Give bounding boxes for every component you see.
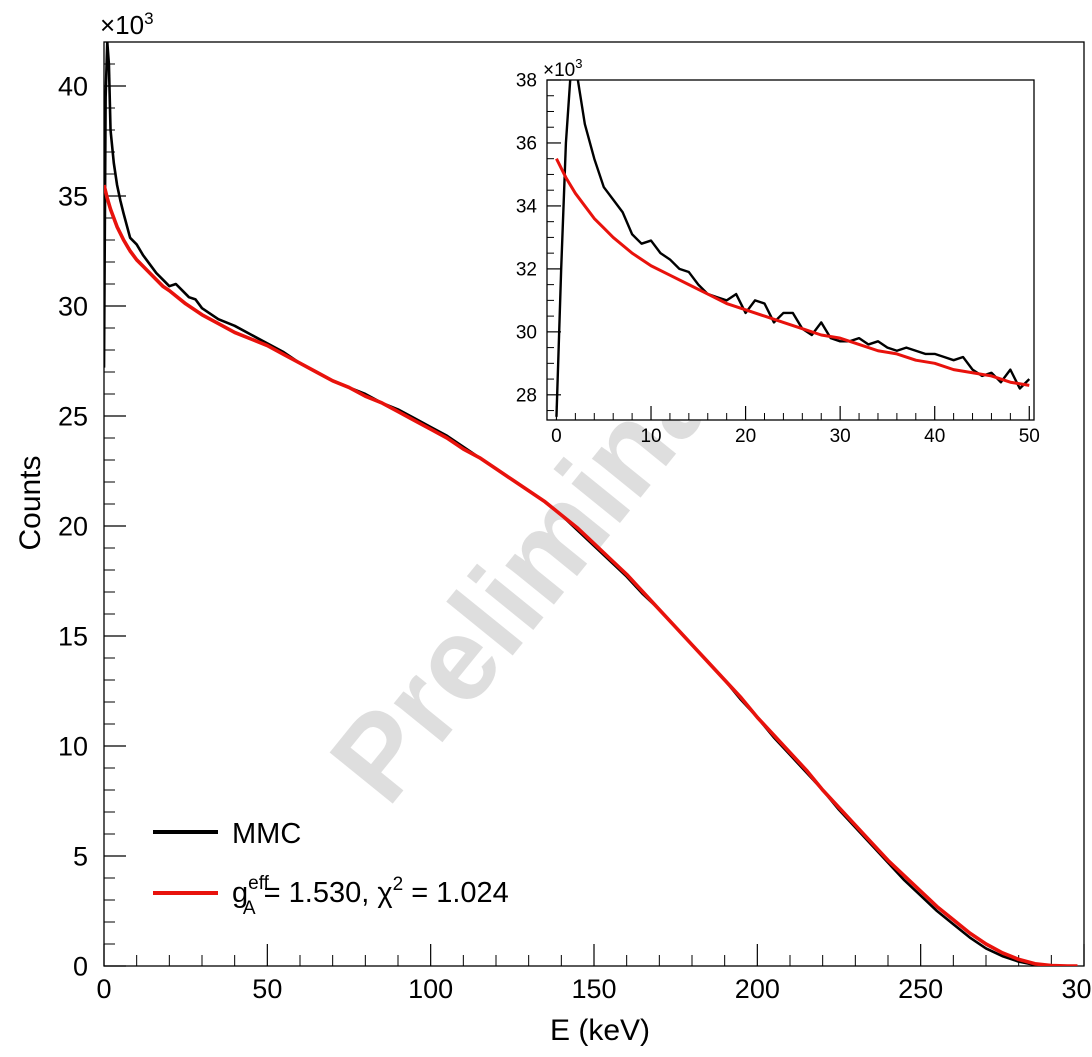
main-plot-area: 0501001502002503000510152025303540 (58, 41, 1092, 1004)
main-x-tick-label: 50 (252, 974, 282, 1004)
main-fit-curve-line (104, 184, 1078, 966)
main-series-layer (104, 42, 1078, 966)
main-x-tick-label: 300 (1061, 974, 1092, 1004)
inset-x-tick-label: 20 (735, 426, 756, 447)
main-y-tick-label: 10 (58, 731, 88, 761)
inset-y-tick-label: 28 (516, 385, 537, 406)
inset-plot-area: 0 10 20 30 40 50 28 30 32 34 36 38 (516, 71, 1040, 447)
legend-label-fit: geff A = 1.530, χ2 = 1.024 (232, 873, 509, 919)
main-y-tick-label: 25 (58, 401, 88, 431)
legend: MMC geff A = 1.530, χ2 = 1.024 (153, 818, 509, 919)
main-y-tick-label: 20 (58, 511, 88, 541)
inset-y-tick-label: 32 (516, 260, 537, 281)
y-axis-label: Counts (14, 455, 47, 550)
inset-mmc-series-line (555, 80, 1031, 417)
x-axis-label: E (keV) (550, 1014, 650, 1047)
inset-series-layer (555, 80, 1031, 417)
inset-x-tick-label: 30 (830, 426, 851, 447)
main-y-tick-label: 0 (73, 951, 88, 981)
inset-y-tick-label: 34 (516, 197, 538, 218)
main-y-tick-label: 5 (73, 841, 88, 871)
main-y-tick-label: 15 (58, 621, 88, 651)
main-y-tick-label: 40 (58, 71, 88, 101)
inset-y-tick-label: 30 (516, 323, 537, 344)
inset-y-tick-label: 38 (516, 71, 537, 92)
main-x-tick-label: 150 (571, 974, 616, 1004)
main-x-tick-label: 200 (735, 974, 780, 1004)
inset-y-tick-label: 36 (516, 134, 537, 155)
main-y-tick-label: 30 (58, 291, 88, 321)
inset-x-tick-label: 0 (551, 426, 562, 447)
inset-y-multiplier: ×103 (543, 56, 582, 81)
inset-x-tick-label: 10 (640, 426, 661, 447)
legend-label-mmc: MMC (232, 818, 301, 850)
y-multiplier: ×103 (100, 9, 154, 40)
inset-frame (546, 79, 1035, 421)
inset-x-tick-label: 40 (924, 426, 945, 447)
main-x-tick-label: 250 (898, 974, 943, 1004)
main-y-tick-label: 35 (58, 181, 88, 211)
main-x-tick-label: 0 (96, 974, 111, 1004)
inset-x-tick-label: 50 (1019, 426, 1040, 447)
inset-fit-curve-line (555, 158, 1030, 387)
main-x-tick-label: 100 (408, 974, 453, 1004)
inset-background (547, 80, 1034, 420)
